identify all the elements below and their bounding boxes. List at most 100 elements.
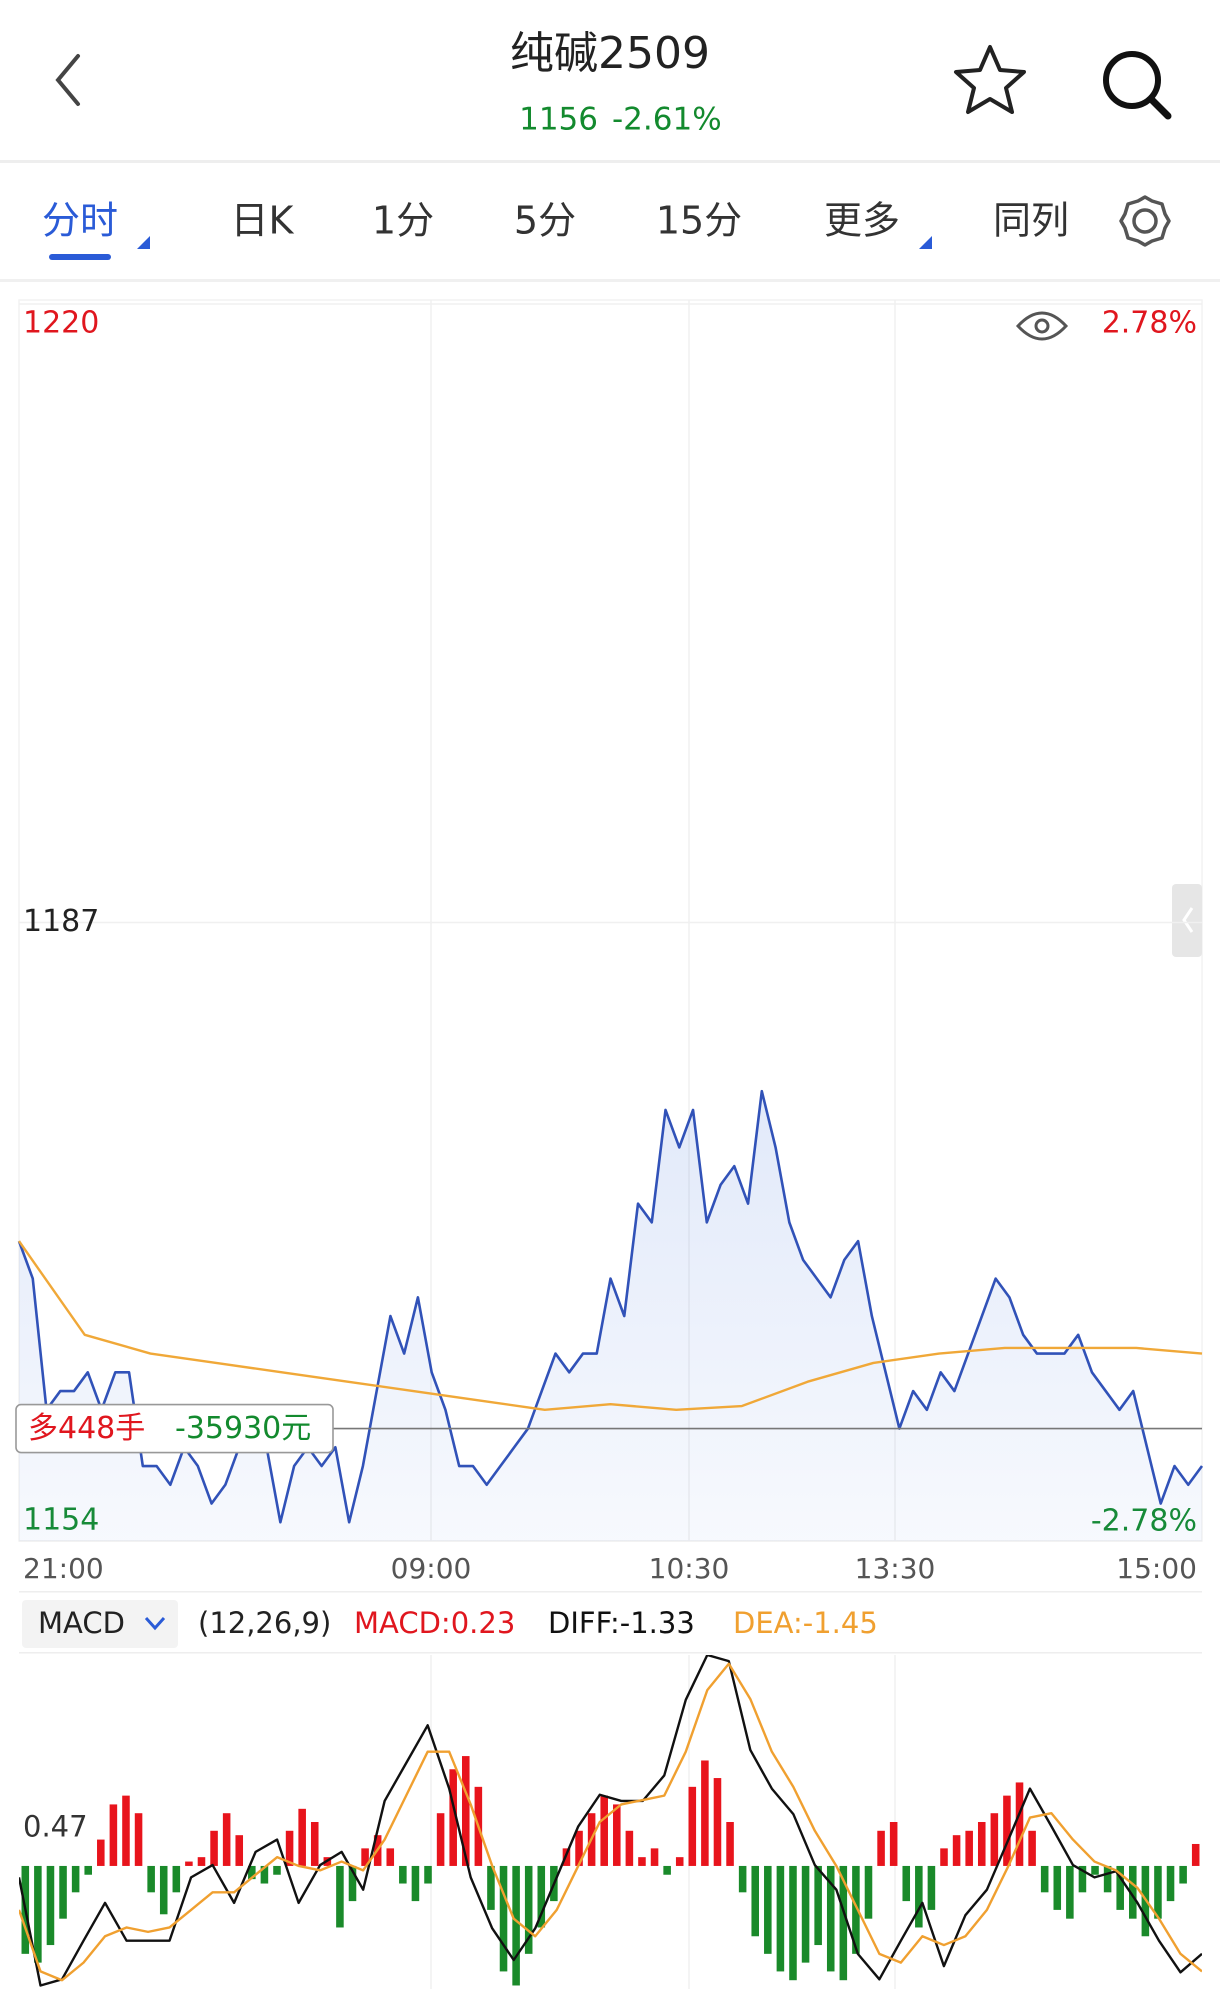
macd-bar [1003, 1795, 1011, 1866]
macd-bar [84, 1865, 92, 1875]
pct-label: 2.78% [1102, 306, 1197, 341]
back-button[interactable] [55, 54, 80, 106]
x-tick-label: 13:30 [855, 1552, 936, 1585]
macd-bar [248, 1865, 256, 1880]
divider [19, 1652, 1202, 1654]
x-tick-label: 09:00 [391, 1552, 472, 1585]
eye-button[interactable] [1015, 311, 1069, 341]
macd-bar [789, 1865, 797, 1981]
side-drawer-arrow [1182, 907, 1194, 933]
indicator-params: (12,26,9) [198, 1606, 331, 1640]
legend-entry: MACD:0.23 [354, 1606, 515, 1640]
macd-bar [864, 1865, 873, 1919]
price-line [17, 1089, 1204, 1524]
macd-bar [34, 1865, 42, 1963]
position-side: 多448手 [28, 1411, 145, 1446]
macd-bar [889, 1822, 898, 1866]
macd-bar [449, 1769, 457, 1866]
macd-bar [726, 1822, 734, 1866]
macd-bar [638, 1857, 646, 1866]
macd-bar [122, 1795, 130, 1866]
dropdown-arrow [144, 1616, 166, 1631]
macd-bar [1179, 1865, 1187, 1884]
x-tick-label: 10:30 [649, 1552, 730, 1585]
tab[interactable]: 1分 [372, 199, 434, 243]
macd-bar [776, 1865, 785, 1972]
macd-bar [877, 1830, 885, 1866]
macd-bar [839, 1865, 848, 1981]
macd-bar [109, 1804, 118, 1866]
x-tick-label: 15:00 [1116, 1552, 1197, 1585]
macd-bar [298, 1808, 306, 1866]
macd-bar [1129, 1865, 1137, 1919]
change: -2.61% [612, 102, 722, 138]
macd-bar [600, 1795, 608, 1866]
indicator-name: MACD [38, 1606, 125, 1640]
tab-arrow [137, 236, 150, 249]
search-button[interactable] [1103, 51, 1172, 120]
macd-bar [399, 1865, 407, 1884]
y-tick-label: 1220 [23, 306, 99, 341]
macd-bar [285, 1830, 294, 1866]
legend-entry: DIFF:-1.33 [548, 1606, 695, 1640]
macd-bar [940, 1848, 948, 1866]
macd-bar [1015, 1782, 1024, 1866]
tab[interactable]: 日K [231, 199, 295, 243]
macd-bar [1091, 1865, 1099, 1875]
macd-bar [386, 1848, 395, 1866]
macd-bar [1166, 1865, 1175, 1902]
position-pnl: -35930元 [175, 1411, 311, 1446]
header: 纯碱2509 1156 -2.61% [0, 28, 1220, 163]
tab[interactable]: 5分 [514, 199, 576, 243]
macd-bar [461, 1756, 470, 1866]
macd-bar [650, 1848, 659, 1866]
x-tick-label: 21:00 [23, 1552, 104, 1585]
macd-bar [424, 1865, 432, 1884]
macd-bar [1103, 1865, 1112, 1893]
macd-bar [235, 1835, 244, 1866]
macd-bar [147, 1865, 155, 1893]
macd-bar [814, 1865, 822, 1946]
y-tick-label: 1187 [23, 904, 99, 939]
macd-bar [990, 1813, 999, 1866]
macd-bar [738, 1865, 747, 1893]
macd-bar [310, 1822, 319, 1866]
macd-bar [713, 1778, 722, 1866]
tab[interactable]: 分时 [42, 199, 118, 243]
macd-bar [1078, 1865, 1087, 1893]
macd-bar [852, 1865, 860, 1954]
tab[interactable]: 更多 [824, 199, 900, 243]
macd-bar [675, 1857, 684, 1866]
macd-bar [46, 1865, 55, 1946]
macd-bar [625, 1830, 634, 1866]
macd-bar [348, 1865, 357, 1902]
macd-bar [336, 1865, 344, 1928]
macd-bar [59, 1865, 67, 1919]
macd-bar [965, 1830, 973, 1866]
macd-bar [1116, 1865, 1124, 1910]
indicator-selector[interactable] [22, 1600, 178, 1648]
macd-bar [927, 1865, 936, 1910]
side-drawer-handle[interactable] [1172, 884, 1202, 957]
tab-bar: 分时 日K 1分 5分 15分 更多 同列 [0, 195, 1220, 282]
legend-entry: DEA:-1.45 [733, 1606, 878, 1640]
price: 1156 [519, 102, 598, 138]
macd-bar [524, 1865, 533, 1954]
position-box [15, 1403, 334, 1454]
macd-bar [751, 1865, 760, 1937]
macd-bar [1028, 1830, 1036, 1866]
macd-bar [915, 1865, 923, 1928]
tab[interactable]: 同列 [993, 199, 1069, 243]
macd-bar [663, 1865, 671, 1875]
settings-button[interactable] [1119, 195, 1171, 247]
macd-bar [411, 1865, 420, 1902]
average-line [18, 1240, 1203, 1411]
tab[interactable]: 15分 [656, 199, 742, 243]
favorite-button[interactable] [954, 45, 1026, 114]
macd-bar [902, 1865, 911, 1902]
y-tick-label: 0.47 [23, 1810, 88, 1844]
macd-bar [487, 1865, 495, 1910]
macd-bar [172, 1865, 181, 1893]
macd-bar [1066, 1865, 1074, 1919]
